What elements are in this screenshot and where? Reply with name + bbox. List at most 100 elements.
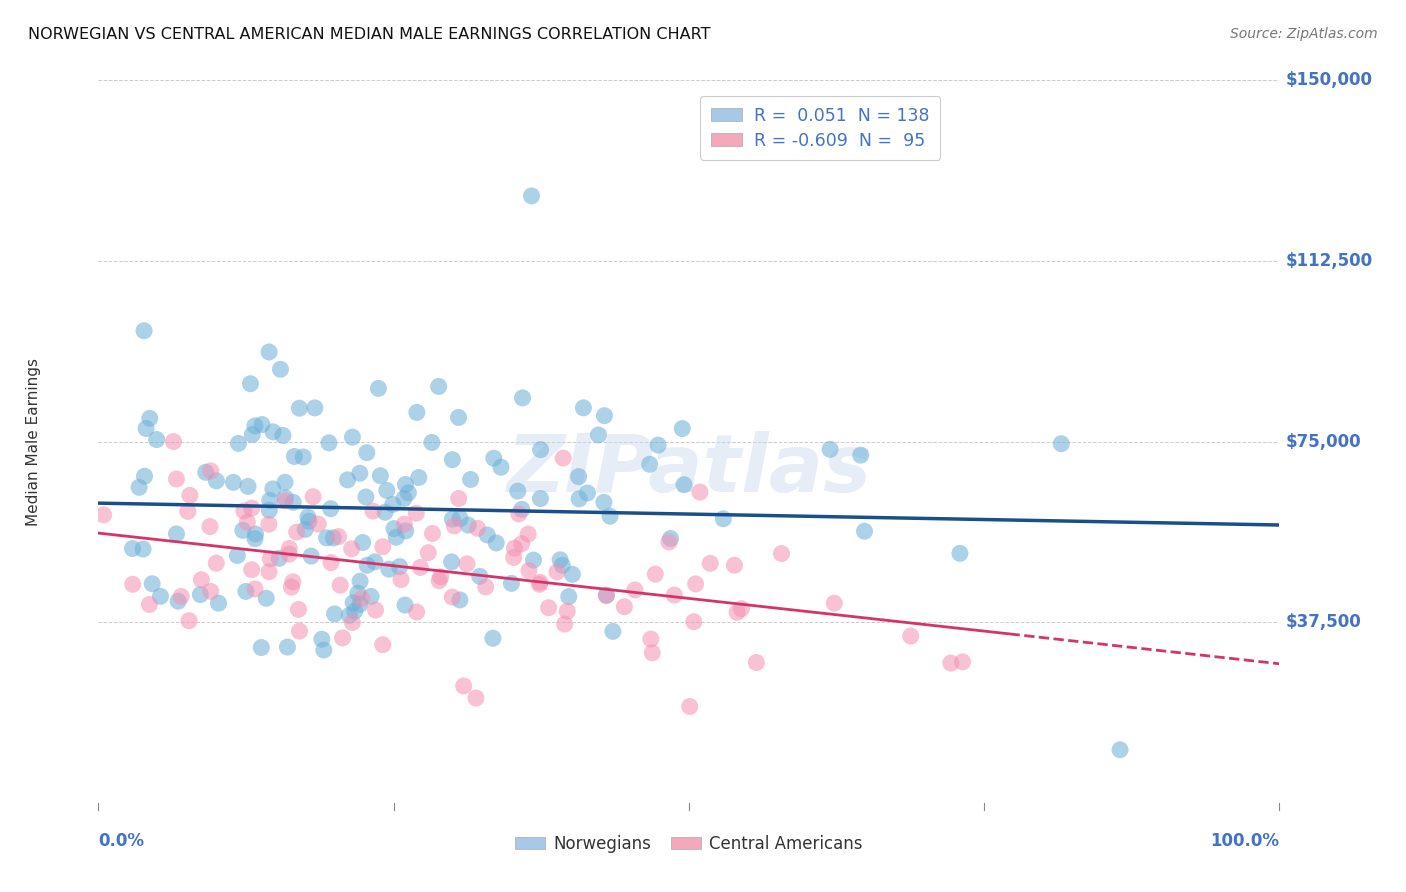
Point <box>449 593 471 607</box>
Point <box>474 580 496 594</box>
Point <box>440 555 463 569</box>
Point <box>259 503 281 517</box>
Point <box>250 640 273 655</box>
Point <box>190 588 212 602</box>
Point <box>555 604 578 618</box>
Point <box>388 559 411 574</box>
Point <box>529 575 551 590</box>
Point <box>312 643 335 657</box>
Point <box>568 491 591 506</box>
Legend: Norwegians, Central Americans: Norwegians, Central Americans <box>508 828 870 860</box>
Point <box>664 588 686 602</box>
Point <box>340 541 363 556</box>
Point <box>689 485 711 500</box>
Point <box>392 491 415 506</box>
Point <box>595 588 617 602</box>
Point <box>572 401 595 415</box>
Point <box>226 549 249 563</box>
Point <box>222 475 245 490</box>
Point <box>349 574 371 589</box>
Point <box>389 573 412 587</box>
Point <box>292 450 315 464</box>
Point <box>682 615 704 629</box>
Point <box>595 589 617 603</box>
Point <box>243 532 266 546</box>
Point <box>294 523 316 537</box>
Point <box>239 376 262 391</box>
Point <box>394 477 416 491</box>
Text: ZIPatlas: ZIPatlas <box>506 432 872 509</box>
Text: 100.0%: 100.0% <box>1211 831 1279 850</box>
Point <box>257 565 280 579</box>
Point <box>232 524 254 538</box>
Point <box>546 565 568 579</box>
Point <box>274 494 297 508</box>
Point <box>588 428 610 442</box>
Point <box>259 551 281 566</box>
Point <box>517 527 540 541</box>
Point <box>354 490 377 504</box>
Point <box>337 608 360 623</box>
Point <box>200 584 222 599</box>
Point <box>447 410 470 425</box>
Point <box>342 615 364 630</box>
Point <box>457 518 479 533</box>
Point <box>243 419 266 434</box>
Point <box>141 576 163 591</box>
Point <box>420 435 443 450</box>
Point <box>356 558 378 573</box>
Text: $112,500: $112,500 <box>1285 252 1372 270</box>
Text: Median Male Earnings: Median Male Earnings <box>25 358 41 525</box>
Point <box>254 591 277 606</box>
Point <box>375 483 398 498</box>
Point <box>149 590 172 604</box>
Point <box>350 591 373 606</box>
Point <box>405 605 427 619</box>
Point <box>385 530 408 544</box>
Point <box>602 624 624 639</box>
Point <box>283 450 305 464</box>
Point <box>361 504 384 518</box>
Point <box>311 632 333 647</box>
Point <box>395 524 418 538</box>
Point <box>624 582 647 597</box>
Point <box>298 514 321 528</box>
Point <box>658 535 681 549</box>
Point <box>382 522 405 536</box>
Point <box>723 558 745 573</box>
Point <box>200 464 222 478</box>
Point <box>236 515 259 529</box>
Point <box>641 646 664 660</box>
Point <box>467 521 489 535</box>
Point <box>307 517 329 532</box>
Point <box>477 528 499 542</box>
Point <box>548 553 571 567</box>
Point <box>1050 436 1073 450</box>
Point <box>529 491 551 506</box>
Text: $75,000: $75,000 <box>1285 433 1361 450</box>
Point <box>427 379 450 393</box>
Point <box>371 638 394 652</box>
Point <box>503 541 526 556</box>
Point <box>671 421 693 435</box>
Point <box>561 567 583 582</box>
Point <box>672 477 695 491</box>
Point <box>554 617 576 632</box>
Point <box>228 436 250 450</box>
Point <box>269 551 291 566</box>
Point <box>409 560 432 574</box>
Point <box>593 409 616 423</box>
Point <box>408 470 430 484</box>
Point <box>370 468 392 483</box>
Point <box>243 582 266 596</box>
Point <box>900 629 922 643</box>
Point <box>132 324 155 338</box>
Point <box>280 580 302 594</box>
Point <box>278 541 301 556</box>
Point <box>332 631 354 645</box>
Point <box>274 491 297 505</box>
Point <box>177 614 200 628</box>
Point <box>179 488 201 502</box>
Point <box>460 473 482 487</box>
Point <box>328 530 350 544</box>
